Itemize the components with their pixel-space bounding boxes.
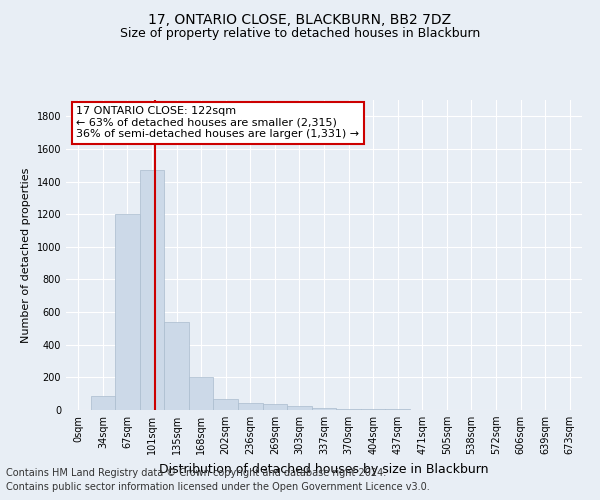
X-axis label: Distribution of detached houses by size in Blackburn: Distribution of detached houses by size … bbox=[159, 462, 489, 475]
Bar bbox=[189, 376, 214, 410]
Bar bbox=[214, 400, 238, 410]
Bar bbox=[361, 409, 385, 410]
Text: Contains public sector information licensed under the Open Government Licence v3: Contains public sector information licen… bbox=[6, 482, 430, 492]
Y-axis label: Number of detached properties: Number of detached properties bbox=[21, 168, 31, 342]
Bar bbox=[312, 408, 336, 410]
Bar bbox=[336, 409, 361, 410]
Bar bbox=[287, 406, 312, 410]
Bar bbox=[164, 322, 189, 410]
Bar bbox=[91, 396, 115, 410]
Bar bbox=[115, 214, 140, 410]
Text: Contains HM Land Registry data © Crown copyright and database right 2024.: Contains HM Land Registry data © Crown c… bbox=[6, 468, 386, 477]
Bar bbox=[263, 404, 287, 410]
Bar bbox=[140, 170, 164, 410]
Text: 17, ONTARIO CLOSE, BLACKBURN, BB2 7DZ: 17, ONTARIO CLOSE, BLACKBURN, BB2 7DZ bbox=[148, 12, 452, 26]
Text: 17 ONTARIO CLOSE: 122sqm
← 63% of detached houses are smaller (2,315)
36% of sem: 17 ONTARIO CLOSE: 122sqm ← 63% of detach… bbox=[76, 106, 359, 140]
Text: Size of property relative to detached houses in Blackburn: Size of property relative to detached ho… bbox=[120, 28, 480, 40]
Bar bbox=[238, 402, 263, 410]
Bar bbox=[385, 409, 410, 410]
